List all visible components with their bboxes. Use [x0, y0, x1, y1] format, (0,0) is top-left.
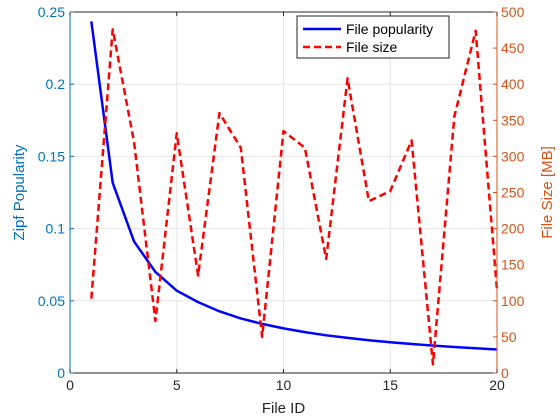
y-axis-right-label: File Size [MB]: [539, 146, 556, 239]
y-axis-left-label: Zipf Popularity: [11, 144, 28, 240]
series-line-file-size: [90, 28, 499, 366]
series-line-file-popularity: [90, 21, 498, 351]
legend: File popularity File size: [296, 15, 450, 59]
y-right-tick-label: 300: [501, 148, 525, 164]
y-left-tick-label: 0.15: [38, 148, 65, 164]
y-right-tick-label: 200: [501, 221, 525, 237]
x-tick-label: 10: [276, 377, 292, 393]
y-left-tick-label: 0.2: [46, 76, 66, 92]
x-axis-label: File ID: [262, 400, 306, 417]
y-left-tick-label: 0: [57, 365, 65, 381]
x-tick-label: 5: [173, 377, 181, 393]
legend-label-file-popularity: File popularity: [346, 21, 433, 37]
series-lines: [90, 21, 499, 366]
y-left-tick-label: 0.05: [38, 293, 65, 309]
y-right-tick-label: 500: [501, 4, 525, 20]
y-right-tick-label: 150: [501, 257, 525, 273]
y-right-tick-label: 350: [501, 112, 525, 128]
y-right-tick-label: 0: [501, 365, 509, 381]
y-left-tick-label: 0.1: [46, 221, 66, 237]
x-tick-label: 15: [382, 377, 398, 393]
tick-labels: 0 5 10 15 2000.050.10.150.20.250501001502002…: [38, 4, 525, 393]
x-tick-label: 0: [66, 377, 74, 393]
y-right-tick-label: 100: [501, 293, 525, 309]
y-right-tick-label: 450: [501, 40, 525, 56]
y-right-tick-label: 50: [501, 329, 517, 345]
y-right-tick-label: 250: [501, 185, 525, 201]
legend-label-file-size: File size: [346, 39, 398, 55]
x-tick-label: 20: [489, 377, 505, 393]
y-right-tick-label: 400: [501, 76, 525, 92]
legend-box: [296, 15, 450, 59]
y-left-tick-label: 0.25: [38, 4, 65, 20]
